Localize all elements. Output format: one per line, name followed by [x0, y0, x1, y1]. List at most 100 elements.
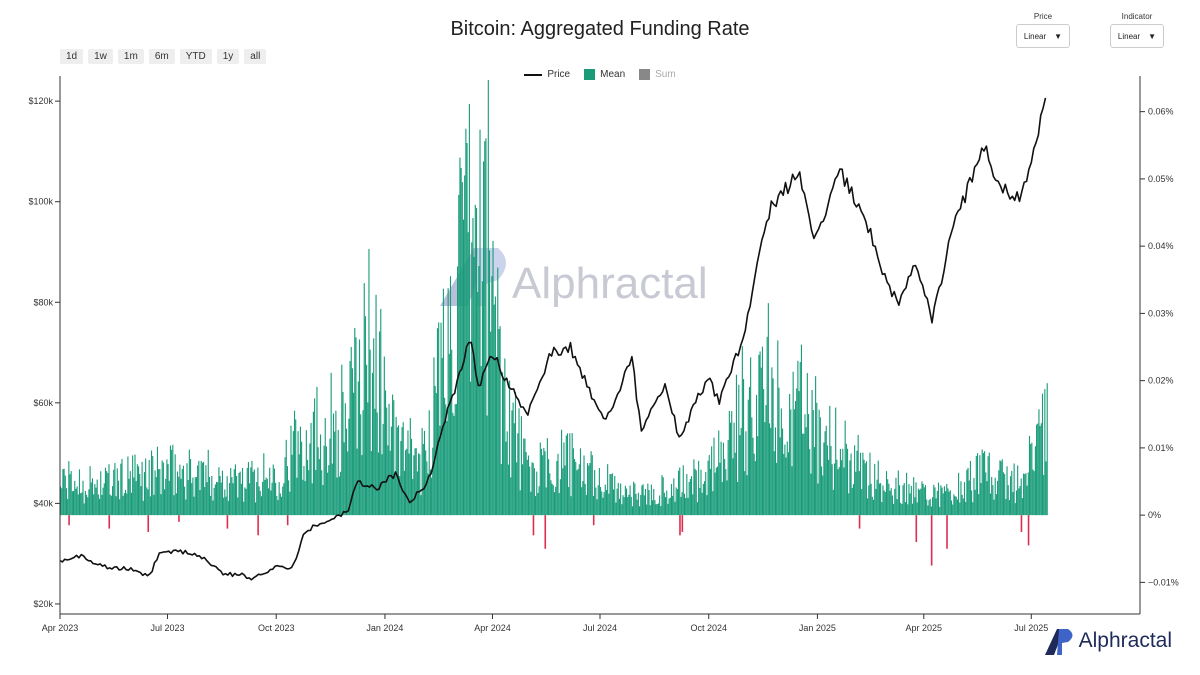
range-button-1d[interactable]: 1d	[60, 49, 84, 64]
funding-bar-positive	[289, 491, 291, 516]
funding-bar-positive	[108, 464, 110, 516]
funding-bar-positive	[590, 451, 592, 516]
funding-bar-positive	[720, 441, 722, 516]
funding-bar-positive	[718, 430, 720, 516]
funding-bar-positive	[603, 492, 605, 516]
funding-bar-positive	[413, 455, 415, 516]
triangle-down-icon: ▼	[1148, 31, 1157, 41]
funding-bar-positive	[963, 482, 966, 516]
funding-bar-positive	[484, 141, 486, 516]
funding-bar-positive	[468, 103, 470, 516]
funding-bar-positive	[949, 490, 951, 516]
funding-bar-positive	[278, 482, 280, 516]
funding-bar-positive	[627, 497, 629, 516]
funding-bar-positive	[485, 138, 487, 516]
funding-bar-positive	[296, 477, 298, 516]
funding-bar-positive	[634, 483, 636, 516]
legend-item-price[interactable]: Price	[524, 69, 570, 80]
funding-bar-positive	[793, 409, 795, 516]
indicator-scale-dropdown[interactable]: Linear ▼	[1110, 24, 1164, 48]
funding-bar-positive	[124, 489, 127, 516]
funding-bar-positive	[896, 499, 898, 516]
funding-bar-positive	[803, 433, 805, 516]
funding-bar-positive	[936, 490, 938, 516]
funding-bar-positive	[566, 433, 569, 516]
funding-bar-positive	[621, 504, 623, 516]
funding-bar-negative	[68, 515, 70, 526]
funding-bar-positive	[471, 242, 473, 516]
funding-bar-negative	[681, 515, 684, 532]
funding-bar-positive	[432, 447, 434, 516]
funding-bar-positive	[74, 480, 76, 516]
funding-bar-positive	[557, 453, 559, 516]
funding-bar-positive	[1038, 409, 1040, 516]
funding-bar-positive	[503, 380, 505, 516]
right-tick-label: 0.01%	[1148, 443, 1174, 453]
range-button-all[interactable]: all	[244, 49, 267, 64]
funding-bar-positive	[825, 425, 827, 516]
price-scale-dropdown[interactable]: Linear ▼	[1016, 24, 1070, 48]
funding-bar-positive	[480, 366, 482, 516]
funding-bar-positive	[250, 467, 252, 516]
funding-bar-positive	[283, 483, 285, 516]
funding-bar-positive	[764, 422, 766, 516]
funding-bar-positive	[849, 460, 851, 516]
funding-bar-positive	[376, 412, 378, 516]
funding-bar-positive	[369, 349, 371, 516]
funding-bar-positive	[332, 413, 335, 516]
funding-bar-positive	[145, 458, 147, 516]
range-button-1m[interactable]: 1m	[117, 49, 144, 64]
funding-bar-positive	[473, 256, 475, 516]
funding-bar-positive	[422, 443, 424, 516]
funding-bar-negative	[1027, 515, 1030, 546]
funding-bar-positive	[906, 472, 908, 516]
price-scale-label: Price	[1033, 12, 1053, 21]
funding-bar-positive	[703, 481, 706, 516]
funding-bar-positive	[832, 489, 834, 516]
funding-bar-negative	[257, 515, 259, 536]
funding-bar-positive	[532, 463, 534, 516]
funding-bar-positive	[870, 483, 872, 516]
legend-label-price: Price	[547, 69, 571, 80]
funding-bar-positive	[329, 438, 331, 516]
range-button-1w[interactable]: 1w	[88, 49, 113, 64]
funding-bar-positive	[334, 431, 336, 516]
funding-bar-positive	[676, 489, 678, 516]
legend-item-sum[interactable]: Sum	[639, 69, 676, 80]
range-button-ytd[interactable]: YTD	[179, 49, 212, 64]
funding-bar-positive	[719, 462, 721, 516]
funding-bar-positive	[755, 394, 758, 516]
funding-bar-positive	[264, 479, 266, 516]
funding-bar-positive	[734, 452, 736, 516]
funding-bar-positive	[891, 495, 893, 516]
funding-bar-positive	[714, 472, 716, 516]
range-button-6m[interactable]: 6m	[148, 49, 175, 64]
funding-bar-positive	[687, 497, 689, 516]
funding-bar-positive	[984, 451, 986, 516]
funding-bar-positive	[614, 475, 616, 516]
funding-bar-positive	[746, 475, 748, 516]
funding-bar-positive	[1010, 476, 1012, 516]
funding-bar-positive	[758, 354, 760, 516]
funding-bar-positive	[368, 248, 370, 516]
funding-bar-positive	[270, 490, 272, 516]
range-button-1y[interactable]: 1y	[216, 49, 240, 64]
funding-bar-positive	[336, 477, 338, 516]
funding-bar-positive	[953, 494, 955, 516]
funding-bar-positive	[459, 157, 461, 516]
funding-bar-positive	[842, 448, 844, 516]
funding-bar-positive	[527, 455, 530, 516]
funding-bar-positive	[213, 487, 215, 516]
funding-bar-positive	[106, 471, 108, 516]
legend-item-mean[interactable]: Mean	[584, 69, 625, 80]
funding-bar-positive	[823, 442, 825, 516]
funding-bar-positive	[363, 283, 365, 516]
funding-bar-positive	[650, 484, 652, 516]
funding-bar-positive	[954, 496, 956, 516]
funding-bar-positive	[609, 474, 611, 516]
funding-bar-positive	[389, 450, 391, 516]
funding-bar-positive	[540, 448, 543, 516]
funding-bar-positive	[989, 493, 992, 516]
funding-bar-positive	[409, 418, 411, 516]
funding-bar-positive	[661, 475, 663, 516]
